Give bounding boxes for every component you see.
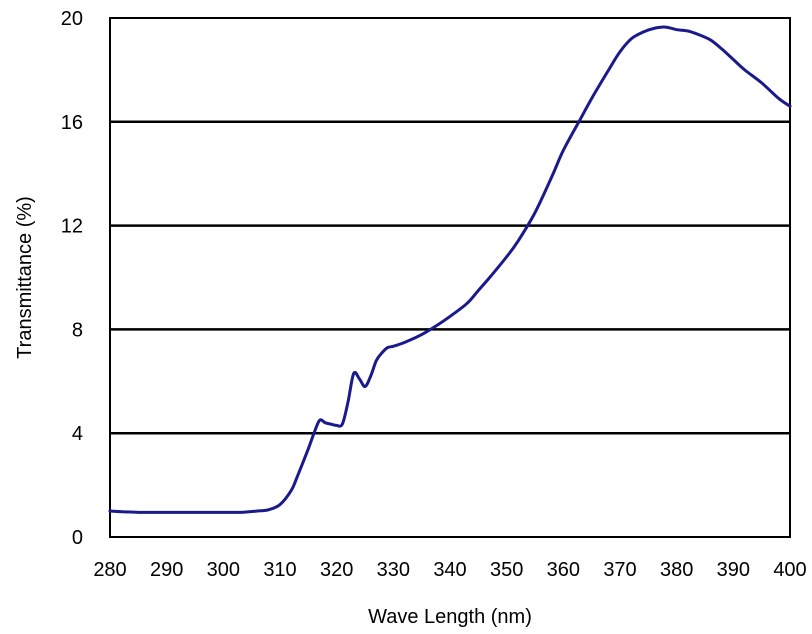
x-tick-label: 390 — [717, 559, 750, 581]
y-tick-label: 4 — [72, 423, 83, 445]
x-tick-label: 330 — [377, 559, 410, 581]
plot-frame — [109, 17, 791, 538]
y-tick-label: 16 — [61, 112, 83, 134]
y-tick-label: 8 — [72, 319, 83, 341]
x-tick-label: 290 — [150, 559, 183, 581]
transmittance-series-line — [108, 25, 792, 514]
x-axis-label: Wave Length (nm) — [368, 606, 532, 628]
x-tick-label: 380 — [660, 559, 693, 581]
x-tick-label: 310 — [263, 559, 296, 581]
y-tick-label: 0 — [72, 527, 83, 549]
series-layer — [108, 25, 792, 514]
y-tick-label: 12 — [61, 216, 83, 238]
y-tick-label: 20 — [61, 8, 83, 30]
x-tick-label: 350 — [490, 559, 523, 581]
x-tick-label: 340 — [433, 559, 466, 581]
x-tick-label: 360 — [547, 559, 580, 581]
x-tick-label: 300 — [207, 559, 240, 581]
x-tick-labels: 280 290 300 310 320 330 340 350 360 370 380 390 400 — [93, 559, 806, 581]
x-tick-label: 280 — [93, 559, 126, 581]
y-tick-labels: 0 4 8 12 16 20 — [61, 8, 83, 549]
gridlines — [110, 120, 790, 435]
x-tick-label: 370 — [603, 559, 636, 581]
x-tick-label: 400 — [773, 559, 806, 581]
x-tick-label: 320 — [320, 559, 353, 581]
y-axis-label: Transmittance (%) — [14, 196, 36, 359]
